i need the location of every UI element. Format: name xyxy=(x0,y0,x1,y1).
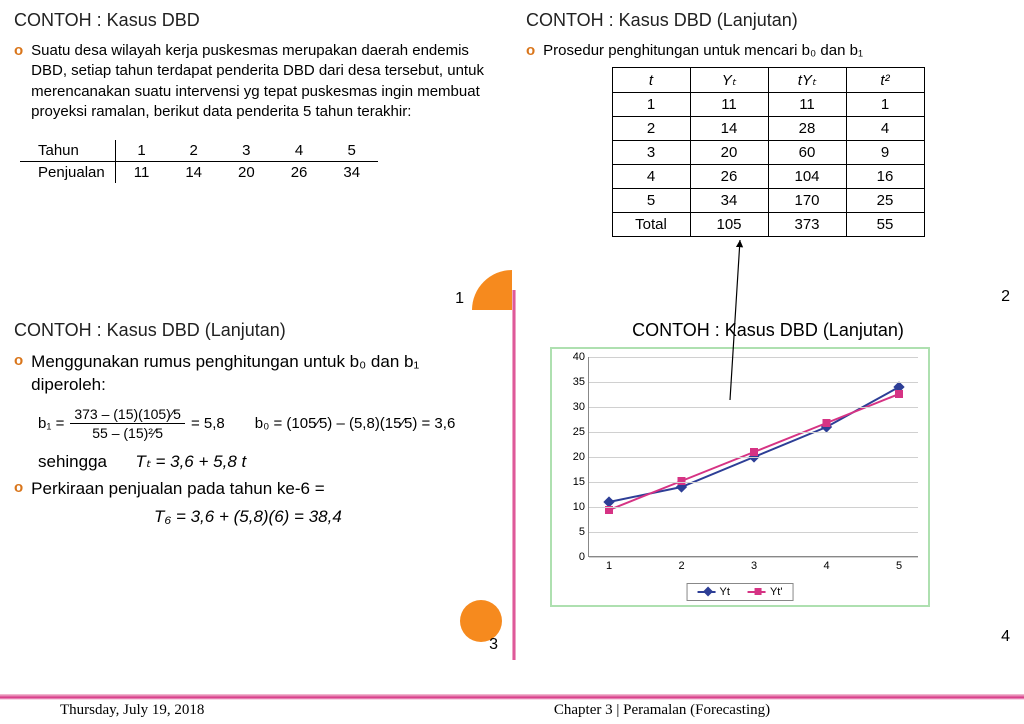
bullet-icon: o xyxy=(14,41,23,122)
vertical-divider xyxy=(512,290,516,660)
grid-line xyxy=(589,482,918,483)
y-axis-label: 20 xyxy=(563,451,585,463)
footer: Thursday, July 19, 2018 Chapter 3 | Pera… xyxy=(0,700,1024,724)
legend-ytprime: Yt' xyxy=(748,586,783,598)
chart-plot-area: 051015202530354012345 xyxy=(588,357,918,557)
calc-cell: 1 xyxy=(612,93,690,117)
slide-4: CONTOH : Kasus DBD (Lanjutan) 0510152025… xyxy=(512,310,1024,650)
grid-line xyxy=(589,407,918,408)
calc-cell: 9 xyxy=(846,141,924,165)
slide-1: CONTOH : Kasus DBD o Suatu desa wilayah … xyxy=(0,0,512,310)
calc-cell: 11 xyxy=(768,93,846,117)
page-number-2: 2 xyxy=(1001,288,1010,306)
forecast-chart: 051015202530354012345 Yt Yt' xyxy=(550,347,930,607)
series-marker xyxy=(603,496,614,507)
y-axis-label: 30 xyxy=(563,401,585,413)
x-axis-label: 4 xyxy=(823,560,829,572)
grid-line xyxy=(589,532,918,533)
grid-line xyxy=(589,432,918,433)
calc-header: t xyxy=(612,68,690,93)
y-axis-label: 10 xyxy=(563,501,585,513)
calc-header: tYₜ xyxy=(768,68,846,93)
y-axis-label: 5 xyxy=(563,526,585,538)
x-axis-label: 2 xyxy=(678,560,684,572)
series-marker xyxy=(678,477,686,485)
series-marker xyxy=(823,419,831,427)
calc-cell: 104 xyxy=(768,165,846,189)
calc-cell: 20 xyxy=(690,141,768,165)
calc-cell: 28 xyxy=(768,117,846,141)
calc-cell: 16 xyxy=(846,165,924,189)
grid-line xyxy=(589,507,918,508)
y-axis-label: 25 xyxy=(563,426,585,438)
x-axis-label: 1 xyxy=(606,560,612,572)
calc-header: Yₜ xyxy=(690,68,768,93)
footer-date: Thursday, July 19, 2018 xyxy=(60,702,360,724)
row-penjualan-label: Penjualan xyxy=(20,162,115,184)
y-axis-label: 15 xyxy=(563,476,585,488)
bullet-icon: o xyxy=(14,351,23,397)
calc-cell: Total xyxy=(612,213,690,237)
orange-marker-quarter xyxy=(472,270,512,310)
footer-chapter: Chapter 3 | Peramalan (Forecasting) xyxy=(360,702,964,724)
x-axis-label: 3 xyxy=(751,560,757,572)
series-marker xyxy=(895,390,903,398)
slide-2-title: CONTOH : Kasus DBD (Lanjutan) xyxy=(526,10,1010,31)
slide-2-body: Prosedur penghitungan untuk mencari b₀ d… xyxy=(543,41,863,61)
bullet-icon: o xyxy=(526,41,535,61)
slide-2: CONTOH : Kasus DBD (Lanjutan) o Prosedur… xyxy=(512,0,1024,310)
slide-3-lead: o Menggunakan rumus penghitungan untuk b… xyxy=(14,351,498,397)
calc-cell: 2 xyxy=(612,117,690,141)
calc-cell: 3 xyxy=(612,141,690,165)
page-number-1: 1 xyxy=(455,290,464,308)
b1-formula: b₁ = 373 – (15)(105)⁄5 55 – (15)²⁄5 = 5,… xyxy=(38,405,225,442)
calc-cell: 5 xyxy=(612,189,690,213)
calc-cell: 105 xyxy=(690,213,768,237)
slide-1-title: CONTOH : Kasus DBD xyxy=(14,10,498,31)
calc-cell: 25 xyxy=(846,189,924,213)
calc-header: t² xyxy=(846,68,924,93)
calc-cell: 34 xyxy=(690,189,768,213)
b1-b0-formula-row: b₁ = 373 – (15)(105)⁄5 55 – (15)²⁄5 = 5,… xyxy=(38,405,498,442)
slide-4-title: CONTOH : Kasus DBD (Lanjutan) xyxy=(526,320,1010,341)
x-axis-label: 5 xyxy=(896,560,902,572)
grid-line xyxy=(589,557,918,558)
calc-cell: 60 xyxy=(768,141,846,165)
calc-cell: 11 xyxy=(690,93,768,117)
sehingga-line: sehingga Tₜ = 3,6 + 5,8 t xyxy=(38,452,498,472)
legend-yt: Yt xyxy=(698,586,730,598)
slide-1-body: Suatu desa wilayah kerja puskesmas merup… xyxy=(31,41,498,122)
slide-3-title: CONTOH : Kasus DBD (Lanjutan) xyxy=(14,320,498,341)
series-line xyxy=(609,387,899,502)
y-axis-label: 40 xyxy=(563,351,585,363)
data-table: Tahun 1 2 3 4 5 Penjualan 11 14 20 26 34 xyxy=(20,140,378,183)
page-number-3: 3 xyxy=(489,636,498,654)
calc-cell: 4 xyxy=(846,117,924,141)
bullet-icon: o xyxy=(14,478,23,501)
calc-cell: 26 xyxy=(690,165,768,189)
calc-cell: 14 xyxy=(690,117,768,141)
grid-line xyxy=(589,457,918,458)
chart-legend: Yt Yt' xyxy=(687,583,794,601)
calc-cell: 373 xyxy=(768,213,846,237)
grid-line xyxy=(589,357,918,358)
calc-cell: 55 xyxy=(846,213,924,237)
calc-table: tYₜtYₜt²11111121428432060942610416534170… xyxy=(612,67,925,237)
y-axis-label: 0 xyxy=(563,551,585,563)
calc-cell: 1 xyxy=(846,93,924,117)
row-tahun-label: Tahun xyxy=(20,140,115,162)
y-axis-label: 35 xyxy=(563,376,585,388)
slide-1-bullet: o Suatu desa wilayah kerja puskesmas mer… xyxy=(14,41,498,122)
b0-formula: b₀ = (105⁄5) – (5,8)(15⁄5) = 3,6 xyxy=(255,415,456,432)
slide-2-bullet: o Prosedur penghitungan untuk mencari b₀… xyxy=(526,41,1010,61)
perkiraan-bullet: o Perkiraan penjualan pada tahun ke-6 = xyxy=(14,478,498,501)
series-marker xyxy=(750,448,758,456)
calc-cell: 170 xyxy=(768,189,846,213)
page-number-4: 4 xyxy=(1001,628,1010,646)
grid-line xyxy=(589,382,918,383)
t6-equation: T₆ = 3,6 + (5,8)(6) = 38,4 xyxy=(154,507,498,527)
slide-3: CONTOH : Kasus DBD (Lanjutan) o Mengguna… xyxy=(0,310,512,650)
calc-cell: 4 xyxy=(612,165,690,189)
